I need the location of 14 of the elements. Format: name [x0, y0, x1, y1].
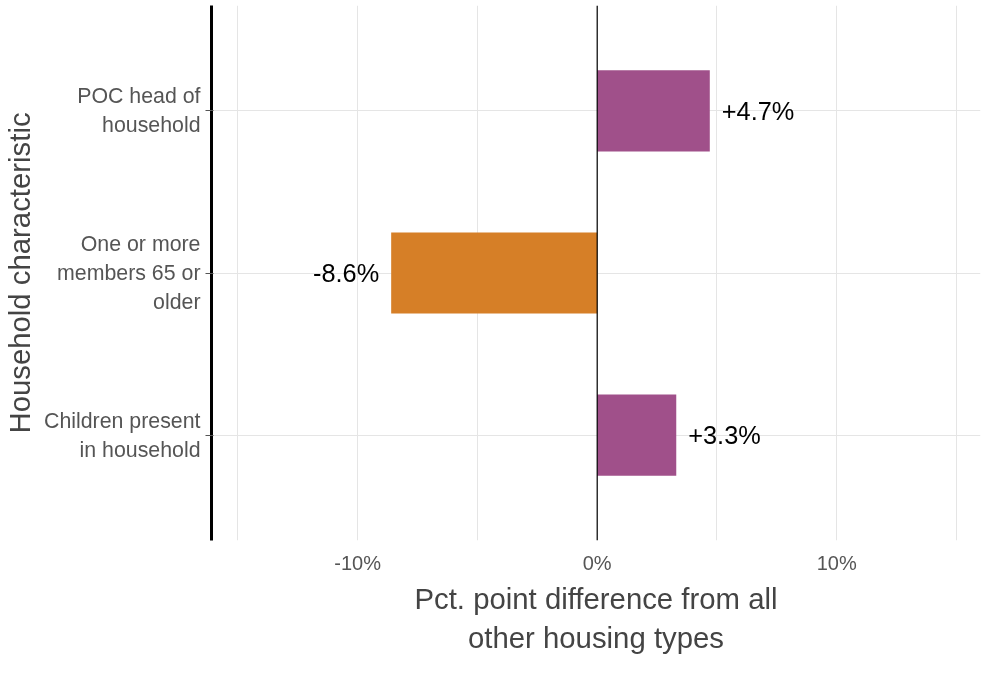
y-axis-title: Household characteristic — [3, 112, 37, 434]
y-tick-label: Children present in household — [44, 408, 201, 462]
y-tick-label: POC head of household — [77, 84, 201, 138]
x-tick-label: -10% — [334, 551, 382, 574]
bar — [391, 232, 598, 314]
data-label: +3.3% — [688, 421, 761, 450]
y-tick-label: One or more members 65 or older — [57, 232, 201, 314]
x-axis-title: Pct. point difference from all other housing types — [414, 581, 778, 655]
data-label: +4.7% — [721, 96, 795, 125]
x-tick-label: 0% — [582, 551, 612, 574]
data-label: -8.6% — [313, 259, 380, 287]
x-tick-label: 10% — [816, 551, 857, 574]
bar — [597, 394, 677, 476]
bar — [597, 70, 710, 152]
